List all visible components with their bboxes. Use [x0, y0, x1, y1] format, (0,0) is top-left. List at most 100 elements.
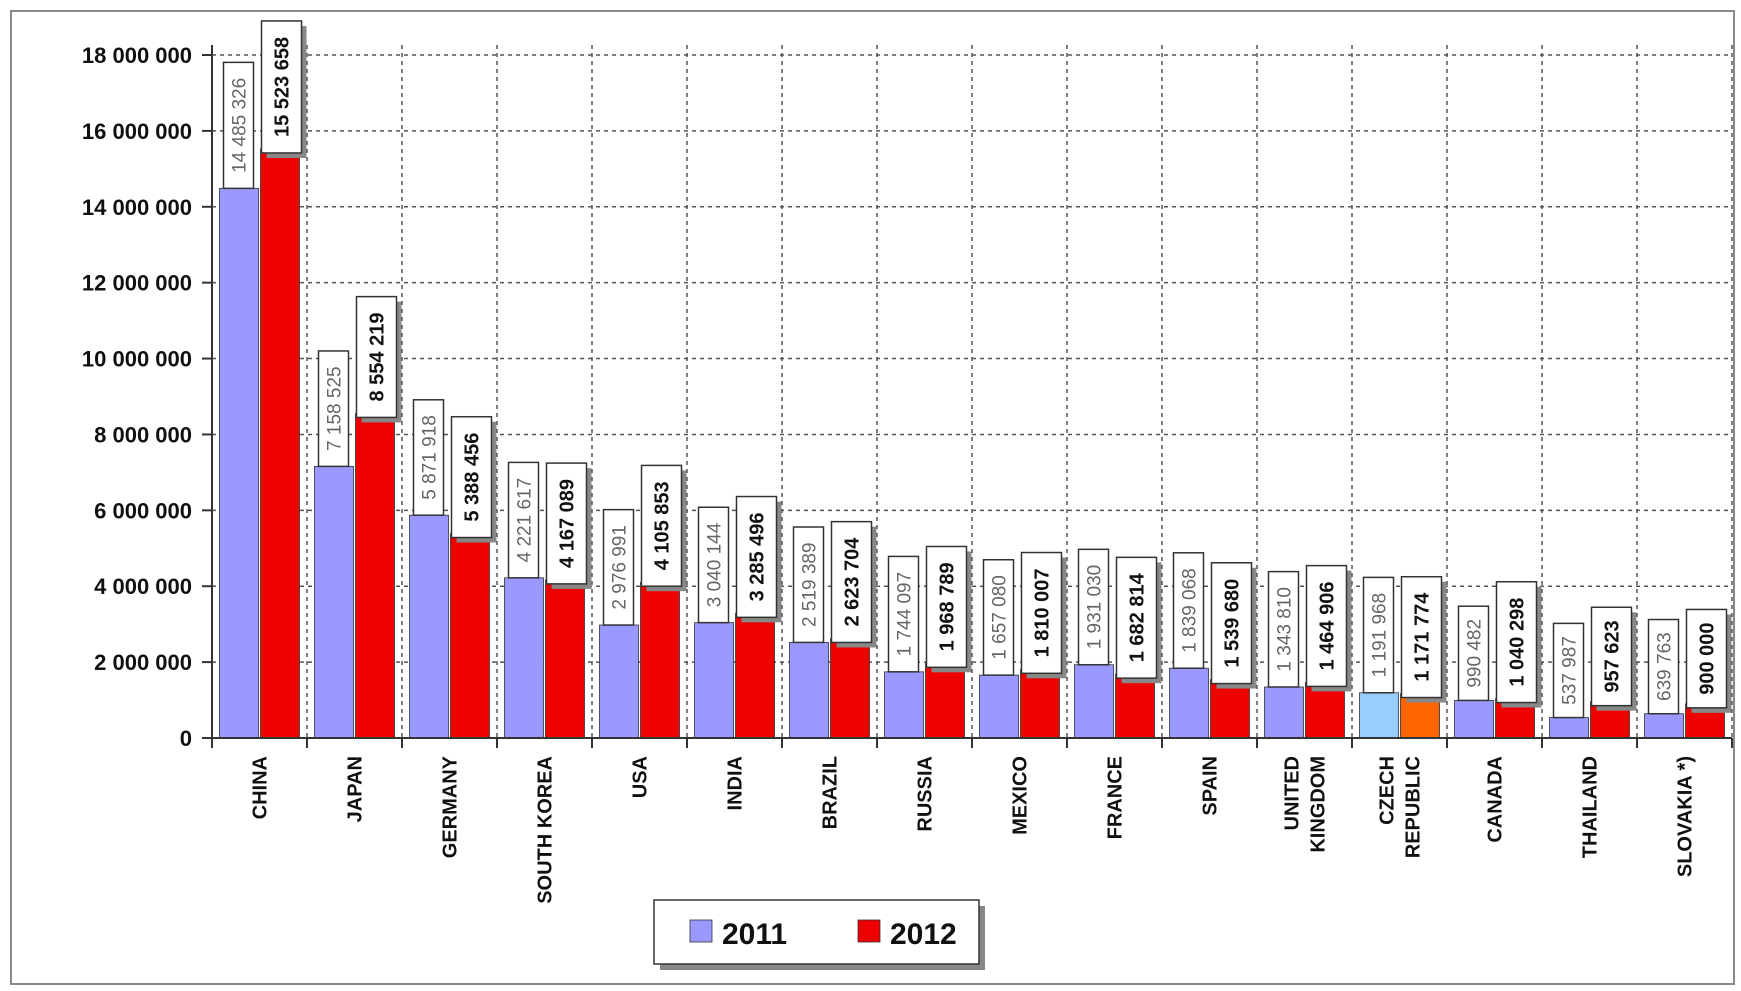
label-box [260, 20, 303, 154]
legend: 2011 2012 [653, 899, 985, 970]
data-label-2011: 4 221 617 [507, 461, 540, 579]
data-label-2012: 5 388 456 [450, 415, 497, 543]
value-label: 8 554 219 [367, 313, 389, 402]
bar-2011-canada [1454, 700, 1494, 739]
data-label-2011: 3 040 144 [697, 506, 730, 624]
data-label-2012: 1 968 789 [925, 545, 972, 673]
bar-2011-russia [884, 671, 924, 739]
label-box [222, 61, 255, 190]
data-label-2011: 1 744 097 [887, 555, 920, 673]
bar-2011-united-kingdom [1264, 686, 1304, 739]
legend-label-2012: 2012 [890, 918, 957, 951]
label-box [640, 464, 683, 587]
label-box [1115, 556, 1158, 679]
bar-2011-usa [599, 624, 639, 739]
y-tick-label: 16 000 000 [82, 119, 192, 144]
data-label-2011: 7 158 525 [317, 350, 350, 468]
label-box [1590, 606, 1633, 707]
legend-swatch-2012 [857, 919, 881, 943]
data-label-2012: 957 623 [1590, 606, 1637, 711]
label-box [1172, 552, 1205, 669]
value-label: 4 105 853 [652, 481, 674, 570]
data-label-2011: 14 485 326 [222, 61, 255, 190]
bar-2012-russia [925, 662, 965, 739]
data-label-2011: 1 931 030 [1077, 548, 1110, 666]
value-label: 2 519 389 [800, 542, 821, 627]
value-label: 1 968 789 [937, 562, 959, 651]
label-box [1495, 580, 1538, 704]
bar-2012-germany [450, 533, 490, 739]
bar-2011-germany [409, 514, 449, 739]
label-box [1685, 608, 1728, 709]
value-label: 4 167 089 [557, 479, 579, 568]
bar-2011-spain [1169, 667, 1209, 739]
legend-label-2011: 2011 [722, 918, 787, 951]
legend-swatch-2011 [689, 919, 713, 943]
value-label: 1 682 814 [1127, 572, 1149, 662]
label-box [982, 558, 1015, 676]
x-tick-label: SPAIN [1200, 756, 1222, 816]
data-label-2012: 1 171 774 [1400, 575, 1447, 703]
data-label-2012: 1 539 680 [1210, 562, 1257, 689]
axes [211, 45, 1733, 748]
y-tick-label: 0 [180, 726, 192, 751]
data-label-2011: 1 657 080 [982, 558, 1015, 676]
label-box [830, 520, 873, 644]
value-label: 1 931 030 [1085, 565, 1106, 650]
label-box [792, 526, 825, 644]
y-tick-label: 2 000 000 [94, 650, 192, 675]
x-tick-label: INDIA [725, 756, 747, 810]
value-label: 1 810 007 [1032, 568, 1054, 657]
label-box [1362, 576, 1395, 694]
bar-2012-france [1115, 673, 1155, 739]
x-tick-label: MEXICO [1010, 756, 1032, 835]
label-box [1552, 622, 1585, 719]
data-label-2011: 990 482 [1457, 605, 1490, 702]
y-tick-label: 14 000 000 [82, 195, 192, 220]
x-tick-label: UNITED [1282, 756, 1304, 830]
label-box [697, 506, 730, 624]
value-label: 2 623 704 [842, 537, 864, 627]
bar-2012-spain [1210, 679, 1250, 739]
label-box [412, 399, 445, 516]
data-label-2012: 1 682 814 [1115, 556, 1162, 684]
data-label-2012: 4 105 853 [640, 464, 687, 592]
value-label: 1 343 810 [1275, 587, 1296, 672]
value-label: 7 158 525 [325, 366, 346, 451]
bar-2011-thailand [1549, 717, 1589, 739]
label-box [507, 461, 540, 579]
label-box [1077, 548, 1110, 666]
label-box [545, 462, 588, 585]
y-tick-label: 12 000 000 [82, 271, 192, 296]
gridlines [212, 45, 1733, 738]
data-label-2011: 1 191 968 [1362, 576, 1395, 694]
value-label: 5 871 918 [420, 415, 441, 500]
x-tick-label: RUSSIA [915, 756, 937, 832]
data-label-2011: 2 976 991 [602, 508, 635, 626]
bar-2012-india [735, 612, 775, 739]
bars [219, 148, 1725, 739]
label-box [887, 555, 920, 673]
value-label: 1 171 774 [1412, 592, 1434, 682]
data-label-2012: 8 554 219 [355, 295, 402, 423]
x-tick-label: CANADA [1485, 756, 1507, 843]
x-tick-label: USA [630, 756, 652, 798]
value-label: 15 523 658 [272, 37, 294, 137]
x-tick-label: CZECH [1377, 756, 1399, 825]
x-tick-label: KINGDOM [1308, 756, 1330, 853]
bar-2011-china [219, 187, 259, 739]
label-box [1210, 562, 1253, 685]
x-tick-label: BRAZIL [820, 756, 842, 829]
bar-2011-brazil [789, 642, 829, 739]
value-label: 957 623 [1602, 620, 1624, 692]
value-label: 14 485 326 [230, 78, 251, 173]
value-label: 5 388 456 [462, 433, 484, 522]
x-tick-label: GERMANY [440, 755, 462, 858]
y-tick-label: 18 000 000 [82, 43, 192, 68]
data-label-2011: 639 763 [1647, 618, 1680, 715]
value-label: 1 040 298 [1507, 598, 1529, 687]
bar-2012-mexico [1020, 668, 1060, 739]
label-box [1305, 564, 1348, 688]
data-label-2012: 3 285 496 [735, 495, 782, 623]
